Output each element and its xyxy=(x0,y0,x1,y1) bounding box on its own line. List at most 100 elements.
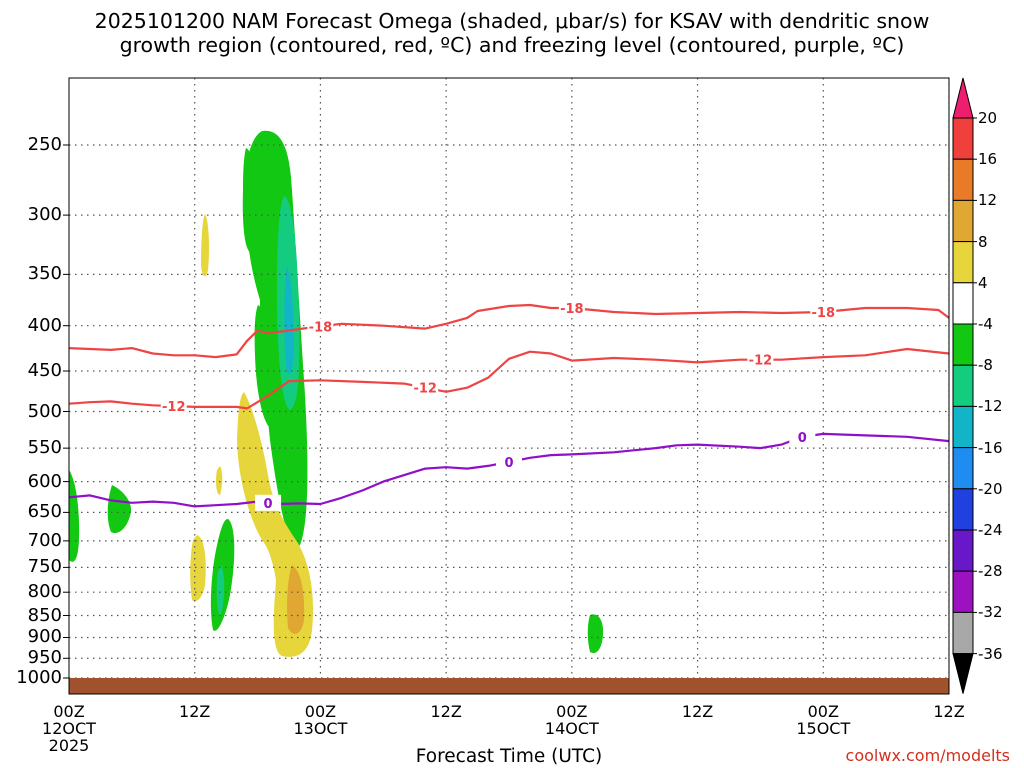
contour-line xyxy=(69,347,949,410)
colorbar-label: -12 xyxy=(978,397,1003,416)
ground-surface xyxy=(69,678,949,694)
colorbar-swatch xyxy=(952,117,974,160)
contour-line xyxy=(69,432,949,508)
colorbar-swatch xyxy=(952,447,974,490)
omega-cell-cyan xyxy=(284,265,294,374)
colorbar-label: -36 xyxy=(978,644,1003,663)
omega-cell-yellow-d xyxy=(190,535,206,602)
colorbar-label: 20 xyxy=(978,109,998,127)
contours xyxy=(69,303,949,508)
y-tick-label: 600 xyxy=(27,470,62,492)
contour-label: -12 xyxy=(162,400,186,415)
contour-label: -18 xyxy=(309,320,333,335)
contour-label-bg xyxy=(255,494,282,511)
omega-cell-green-left xyxy=(242,148,257,252)
colorbar-swatch xyxy=(952,405,974,449)
colorbar-swatch xyxy=(952,529,974,572)
contour-label: 0 xyxy=(264,497,273,512)
colorbar-label: -24 xyxy=(978,521,1003,539)
colorbar-swatch xyxy=(952,488,974,531)
y-tick-label: 900 xyxy=(27,626,62,648)
x-tick-label: 00Z xyxy=(304,702,337,721)
colorbar-label: -20 xyxy=(978,479,1003,498)
omega-cell-yellow-c xyxy=(216,466,223,495)
colorbar-label: 12 xyxy=(978,191,998,210)
plot-frame xyxy=(68,77,950,695)
contour-label-bg xyxy=(307,318,334,335)
y-tick-label: 300 xyxy=(27,204,62,226)
colorbar-swatch xyxy=(952,199,974,243)
y-tick-label: 450 xyxy=(27,359,62,381)
contour-label-bg xyxy=(810,304,837,321)
contour-label: 0 xyxy=(798,431,807,446)
plot-area xyxy=(69,78,949,694)
x-tick-label: 12Z xyxy=(681,702,714,721)
contour-line xyxy=(69,303,949,359)
x-tick-label: 00Z xyxy=(53,702,85,721)
y-tick-label: 1000 xyxy=(16,667,62,688)
colorbar-max-triangle xyxy=(952,77,974,119)
contour-label-bg xyxy=(789,428,816,445)
x-tick-label: 00Z xyxy=(556,702,588,721)
omega-cell-green-edge xyxy=(69,470,80,562)
colorbar-label: 16 xyxy=(978,150,998,169)
omega-cell-teal-mid xyxy=(216,565,225,616)
y-tick-label: 250 xyxy=(27,134,62,155)
chart-title-line2: growth region (contoured, red, ºC) and f… xyxy=(119,33,905,57)
colorbar-label: -4 xyxy=(978,315,993,333)
grid xyxy=(69,78,949,694)
x-tick-label: 00Z xyxy=(807,702,839,721)
colorbar-swatch xyxy=(952,158,974,201)
contour-label: -12 xyxy=(413,382,437,397)
contour-label-bg xyxy=(496,453,522,470)
colorbar-swatch xyxy=(952,323,974,366)
colorbar-swatch xyxy=(952,282,974,325)
x-tick-label: 2025 xyxy=(48,736,90,755)
omega-cell-green-small xyxy=(107,485,132,534)
y-tick-label: 800 xyxy=(27,581,62,603)
y-tick-label: 700 xyxy=(27,529,62,551)
y-tick-label: 750 xyxy=(27,556,62,578)
y-tick-label: 550 xyxy=(27,437,62,459)
colorbar-label: -32 xyxy=(978,603,1003,622)
contour-label-bg xyxy=(160,398,187,415)
contour-label: 0 xyxy=(504,456,513,471)
y-tick-label: 950 xyxy=(27,647,62,669)
x-axis-title: Forecast Time (UTC) xyxy=(415,746,603,767)
x-tick-label: 12Z xyxy=(933,702,965,721)
x-tick-label: 12OCT xyxy=(42,719,96,738)
colorbar-swatch xyxy=(952,570,974,613)
colorbar-label: -28 xyxy=(978,562,1003,581)
x-tick-label: 12Z xyxy=(179,702,211,721)
y-tick-marks xyxy=(63,144,69,679)
y-tick-label: 500 xyxy=(27,400,62,422)
contour-label: -18 xyxy=(812,306,836,321)
contour-label-bg xyxy=(558,300,585,317)
contour-label-bg xyxy=(747,351,774,368)
colorbar-label: 4 xyxy=(978,273,988,292)
x-tick-label: 14OCT xyxy=(544,719,599,738)
omega-cell-green-lower xyxy=(254,305,278,429)
x-tick-label: 13OCT xyxy=(293,719,348,738)
omega-shading xyxy=(69,130,604,657)
contour-label: -12 xyxy=(749,354,773,369)
chart-title-line1: 2025101200 NAM Forecast Omega (shaded, μ… xyxy=(94,9,930,33)
colorbar-swatch xyxy=(952,241,974,284)
colorbar-swatch xyxy=(952,364,974,407)
contour-label-bg xyxy=(412,379,439,396)
omega-cell-green-late xyxy=(587,614,604,654)
omega-colorbar xyxy=(952,77,977,694)
colorbar-label: -16 xyxy=(978,438,1003,457)
y-tick-label: 650 xyxy=(27,501,62,523)
contour-labels: -18 -18 -18 -12 -12 -12 0 0 0 xyxy=(160,300,837,512)
omega-cell-orange xyxy=(287,565,305,634)
contour-label: -18 xyxy=(560,302,584,317)
x-tick-label: 12Z xyxy=(430,702,462,721)
colorbar-min-triangle xyxy=(952,653,974,694)
colorbar-label: 8 xyxy=(978,232,988,251)
y-tick-label: 350 xyxy=(27,263,62,285)
colorbar-label: -8 xyxy=(978,356,993,375)
y-tick-label: 400 xyxy=(27,314,62,336)
y-tick-label: 850 xyxy=(27,604,62,626)
